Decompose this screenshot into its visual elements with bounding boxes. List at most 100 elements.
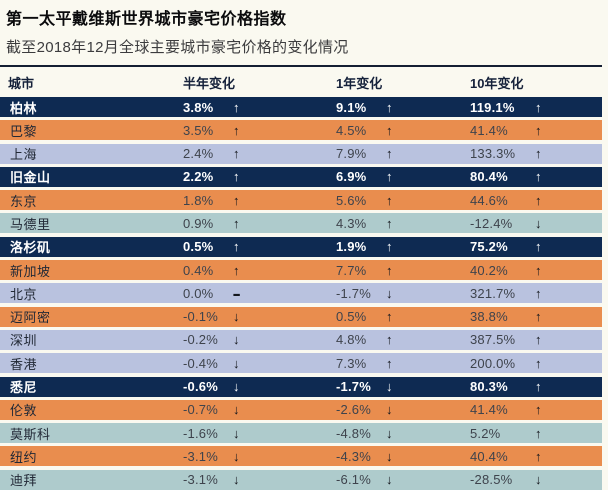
table-row: 香港 -0.4% ↓ 7.3% ↑ 200.0% ↑: [0, 353, 602, 374]
down-arrow-icon: ↓: [233, 355, 240, 371]
half-year-value: -0.1%: [183, 309, 218, 325]
down-arrow-icon: ↓: [233, 448, 240, 464]
ten-year-value: 387.5%: [470, 332, 516, 348]
one-year-value: -6.1%: [336, 472, 371, 488]
half-year-value: -1.6%: [183, 425, 218, 441]
half-year-value: 2.4%: [183, 146, 214, 162]
up-arrow-icon: ↑: [386, 169, 393, 185]
city-name: 柏林: [10, 100, 38, 116]
up-arrow-icon: ↑: [535, 448, 542, 464]
ten-year-value: 133.3%: [470, 146, 516, 162]
city-name: 旧金山: [10, 170, 51, 186]
city-name: 迪拜: [10, 473, 38, 489]
half-year-value: 0.9%: [183, 215, 214, 231]
table-row: 马德里 0.9% ↑ 4.3% ↑ -12.4% ↓: [0, 213, 602, 234]
ten-year-value: 41.4%: [470, 402, 508, 418]
city-name: 伦敦: [10, 403, 38, 419]
up-arrow-icon: ↑: [386, 146, 393, 162]
ten-year-value: 200.0%: [470, 355, 516, 371]
page-title: 第一太平戴维斯世界城市豪宅价格指数: [6, 11, 287, 28]
column-header-half-year: 半年变化: [183, 75, 236, 91]
ten-year-value: 119.1%: [470, 99, 515, 115]
up-arrow-icon: ↑: [535, 379, 542, 395]
up-arrow-icon: ↑: [233, 192, 240, 208]
up-arrow-icon: ↑: [535, 192, 542, 208]
city-name: 巴黎: [10, 123, 38, 139]
ten-year-value: 80.3%: [470, 379, 508, 395]
down-arrow-icon: ↓: [233, 425, 240, 441]
table-header: 城市 半年变化 1年变化 10年变化: [0, 67, 602, 97]
city-name: 新加坡: [10, 263, 51, 279]
ten-year-value: 321.7%: [470, 285, 516, 301]
down-arrow-icon: ↓: [386, 448, 393, 464]
up-arrow-icon: ↑: [535, 146, 542, 162]
half-year-value: 2.2%: [183, 169, 214, 185]
city-name: 迈阿密: [10, 310, 51, 326]
up-arrow-icon: ↑: [233, 239, 240, 255]
one-year-value: 7.7%: [336, 262, 367, 278]
up-arrow-icon: ↑: [535, 402, 542, 418]
city-name: 北京: [10, 286, 38, 302]
table-row: 东京 1.8% ↑ 5.6% ↑ 44.6% ↑: [0, 190, 602, 211]
up-arrow-icon: ↑: [386, 239, 393, 255]
up-arrow-icon: ↑: [233, 146, 240, 162]
down-arrow-icon: ↓: [386, 472, 393, 488]
ten-year-value: 44.6%: [470, 192, 508, 208]
table-row: 柏林 3.8% ↑ 9.1% ↑ 119.1% ↑: [0, 97, 602, 117]
down-arrow-icon: ↓: [386, 379, 393, 395]
prime-residential-index-page: 第一太平戴维斯世界城市豪宅价格指数 截至2018年12月全球主要城市豪宅价格的变…: [0, 5, 608, 490]
half-year-value: 1.8%: [183, 192, 214, 208]
up-arrow-icon: ↑: [535, 285, 542, 301]
up-arrow-icon: ↑: [535, 262, 542, 278]
half-year-value: -0.2%: [183, 332, 218, 348]
up-arrow-icon: ↑: [386, 332, 393, 348]
ten-year-value: 75.2%: [470, 239, 508, 255]
half-year-value: -3.1%: [183, 472, 218, 488]
page-subtitle: 截至2018年12月全球主要城市豪宅价格的变化情况: [6, 39, 349, 56]
city-name: 深圳: [10, 333, 38, 349]
up-arrow-icon: ↑: [233, 122, 240, 138]
up-arrow-icon: ↑: [386, 309, 393, 325]
table-row: 巴黎 3.5% ↑ 4.5% ↑ 41.4% ↑: [0, 120, 602, 141]
table-row: 深圳 -0.2% ↓ 4.8% ↑ 387.5% ↑: [0, 329, 602, 350]
ten-year-value: 5.2%: [470, 425, 501, 441]
half-year-value: -0.7%: [183, 402, 218, 418]
half-year-value: 0.0%: [183, 285, 214, 301]
down-arrow-icon: ↓: [233, 379, 240, 395]
ten-year-value: 41.4%: [470, 122, 508, 138]
ten-year-value: -12.4%: [470, 215, 513, 231]
up-arrow-icon: ↑: [535, 99, 542, 115]
down-arrow-icon: ↓: [386, 285, 393, 301]
half-year-value: -3.1%: [183, 448, 218, 464]
one-year-value: 7.3%: [336, 355, 367, 371]
table-body: 柏林 3.8% ↑ 9.1% ↑ 119.1% ↑ 巴黎 3.5% ↑ 4.5% ↑ 41.4% ↑ 上海 2…: [0, 97, 602, 490]
one-year-value: -2.6%: [336, 402, 371, 418]
one-year-value: 5.6%: [336, 192, 367, 208]
up-arrow-icon: ↑: [386, 99, 393, 115]
city-name: 东京: [10, 193, 38, 209]
down-arrow-icon: ↓: [386, 402, 393, 418]
half-year-value: 3.5%: [183, 122, 214, 138]
city-name: 上海: [10, 147, 38, 163]
table-row: 北京 0.0% – -1.7% ↓ 321.7% ↑: [0, 281, 602, 305]
ten-year-value: -28.5%: [470, 472, 513, 488]
table-row: 莫斯科 -1.6% ↓ -4.8% ↓ 5.2% ↑: [0, 423, 602, 444]
up-arrow-icon: ↑: [386, 215, 393, 231]
table-row: 旧金山 2.2% ↑ 6.9% ↑ 80.4% ↑: [0, 166, 602, 187]
up-arrow-icon: ↑: [535, 425, 542, 441]
city-name: 纽约: [10, 449, 38, 465]
table-row: 上海 2.4% ↑ 7.9% ↑ 133.3% ↑: [0, 143, 602, 164]
up-arrow-icon: ↑: [386, 262, 393, 278]
city-name: 洛杉矶: [10, 240, 51, 256]
down-arrow-icon: ↓: [535, 472, 542, 488]
down-arrow-icon: ↓: [535, 215, 542, 231]
up-arrow-icon: ↑: [535, 169, 542, 185]
one-year-value: -4.3%: [336, 448, 371, 464]
down-arrow-icon: ↓: [386, 425, 393, 441]
up-arrow-icon: ↑: [535, 309, 542, 325]
half-year-value: -0.6%: [183, 379, 218, 395]
city-name: 香港: [10, 356, 38, 372]
ten-year-value: 40.2%: [470, 262, 508, 278]
ten-year-value: 80.4%: [470, 169, 508, 185]
table-row: 洛杉矶 0.5% ↑ 1.9% ↑ 75.2% ↑: [0, 236, 602, 257]
